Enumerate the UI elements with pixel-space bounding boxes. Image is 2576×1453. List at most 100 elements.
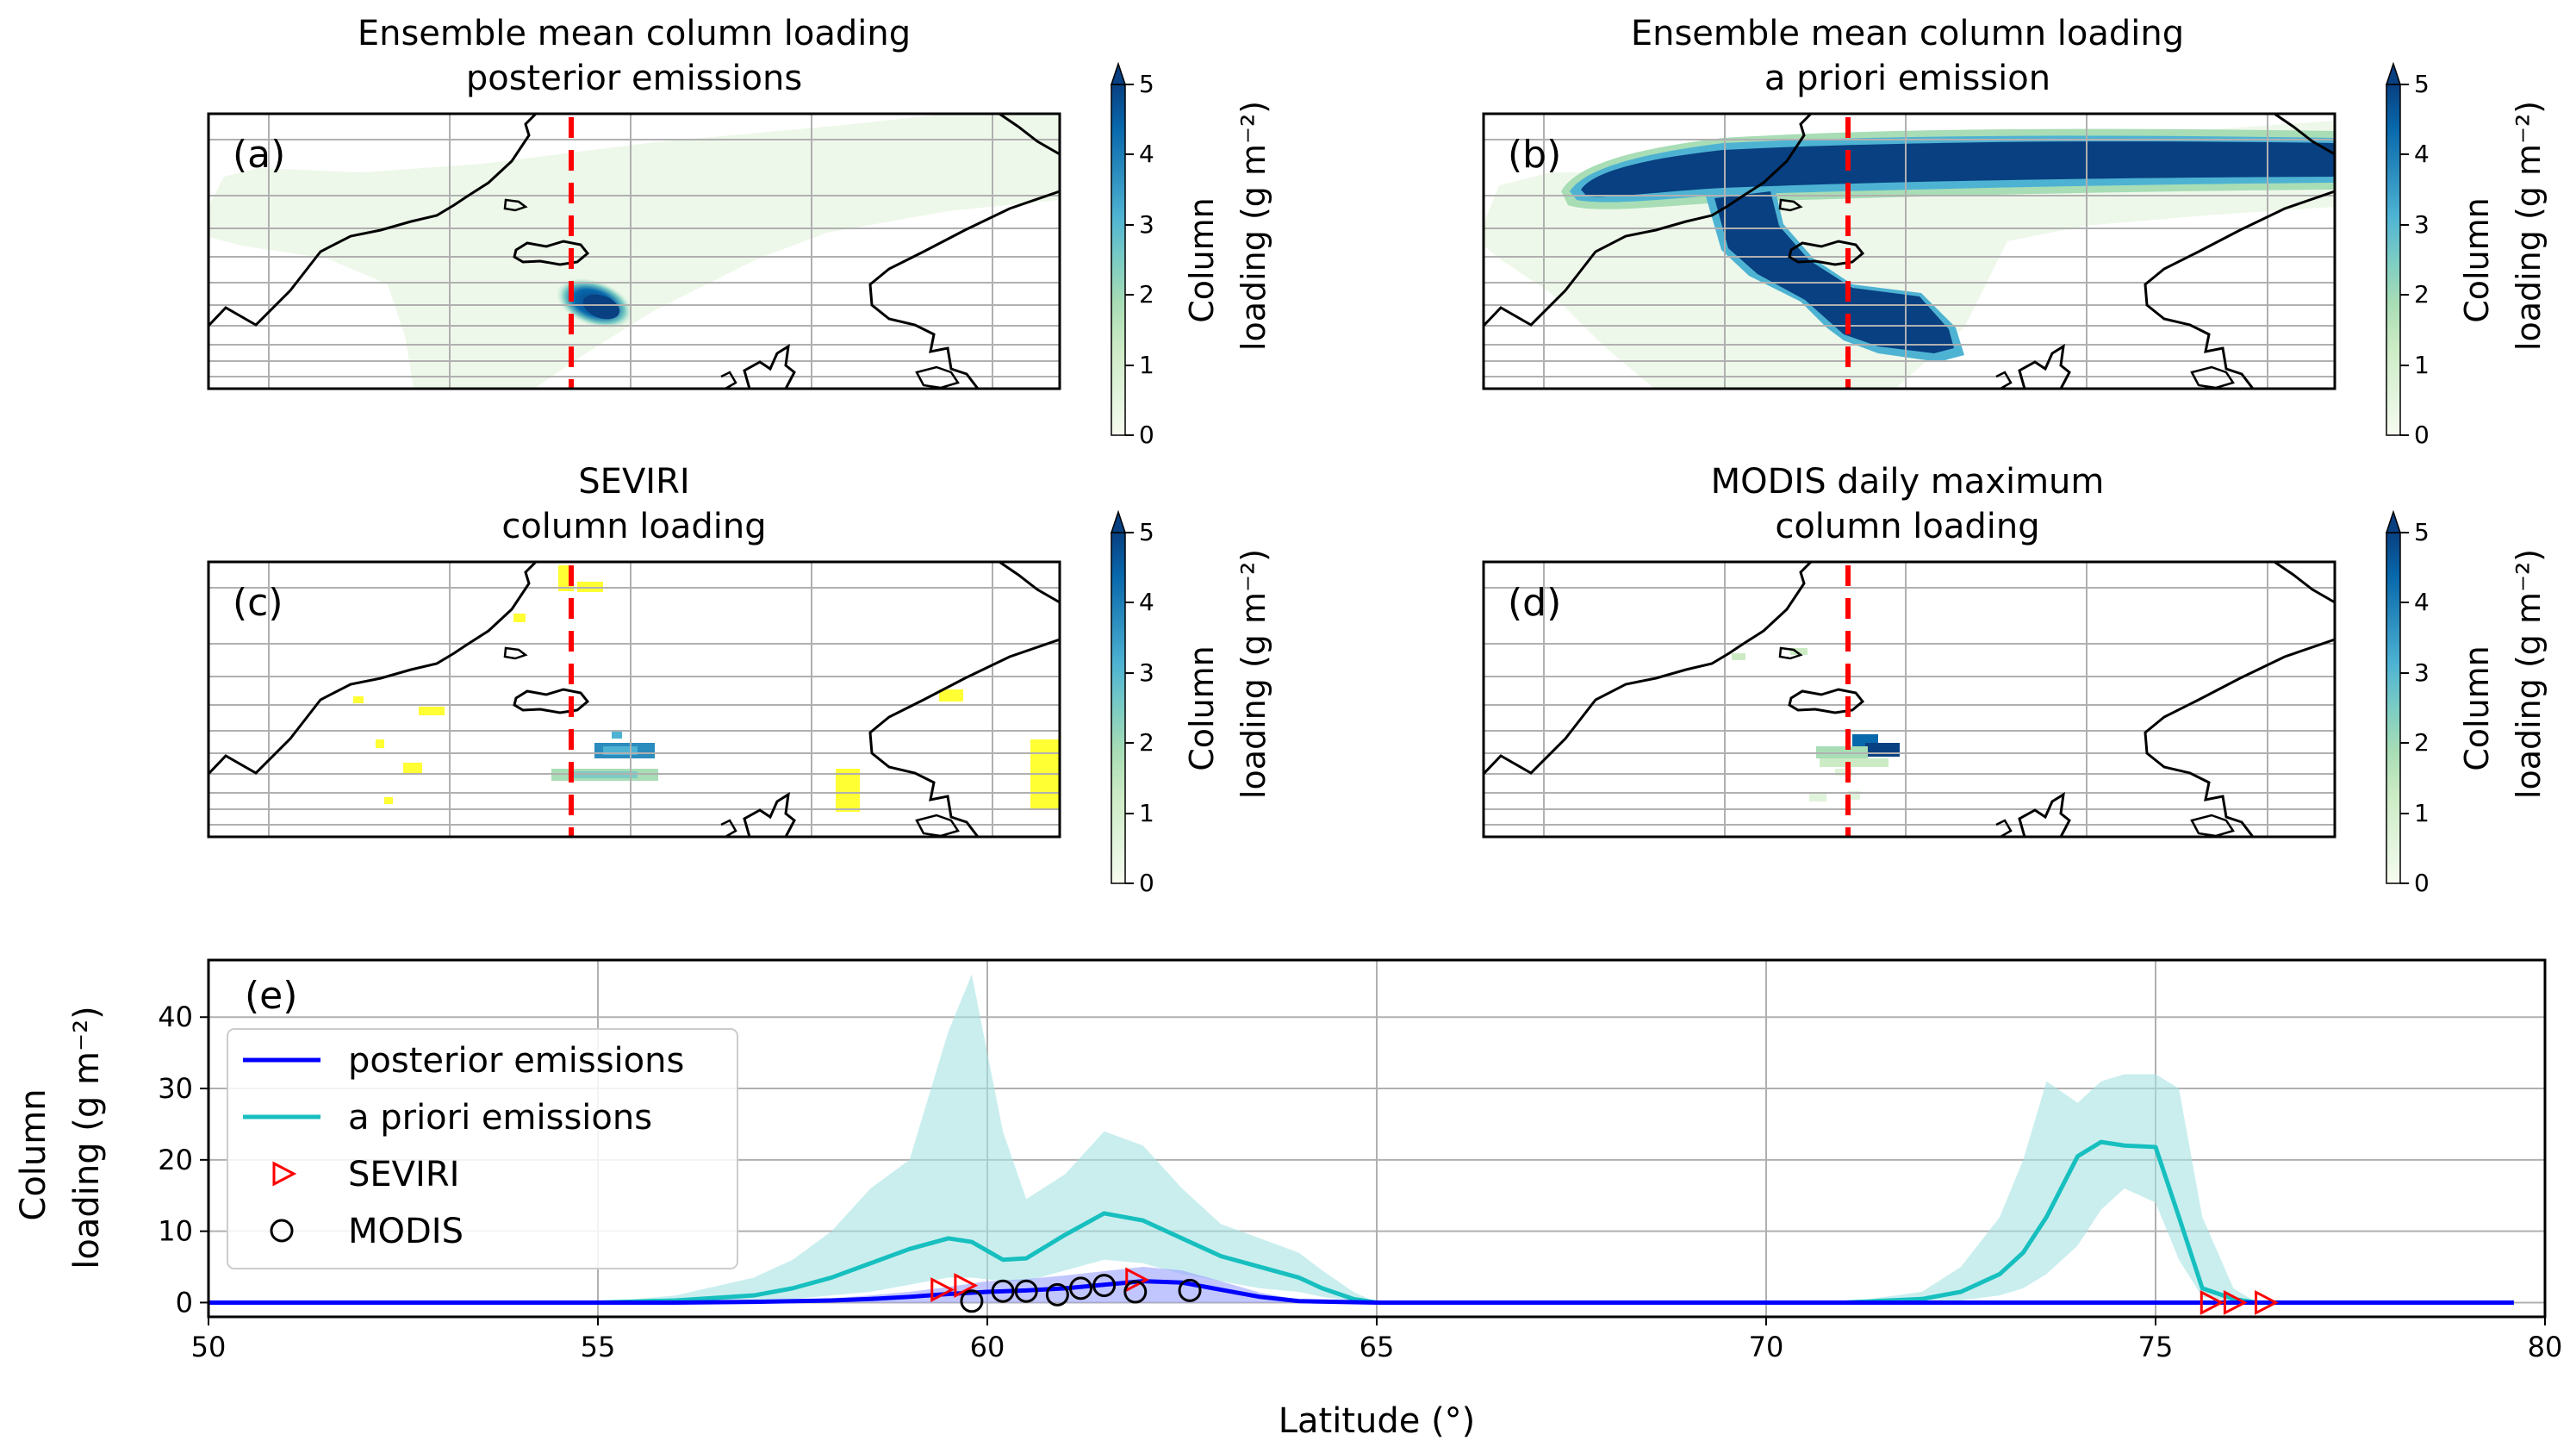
panel-d: MODIS daily maximum column loading (d) bbox=[1482, 462, 2548, 897]
panel-a-colorbar: 0 1 2 3 4 5 Column loading (g m⁻²) bbox=[1110, 61, 1272, 449]
svg-text:1: 1 bbox=[2414, 351, 2430, 379]
panel-e-bands bbox=[208, 974, 2514, 1303]
legend-label-modis: MODIS bbox=[348, 1212, 464, 1251]
panel-c-tag: (c) bbox=[233, 581, 283, 625]
seviri-marker bbox=[2255, 1289, 2279, 1315]
panel-e-tag: (e) bbox=[245, 974, 297, 1018]
panel-e-yticks: 0 10 20 30 40 bbox=[158, 1001, 208, 1319]
panel-d-tag: (d) bbox=[1508, 581, 1561, 625]
svg-text:1: 1 bbox=[1139, 799, 1154, 827]
panel-e-ylabel-line2: loading (g m⁻²) bbox=[67, 1006, 107, 1269]
svg-text:0: 0 bbox=[2414, 421, 2430, 449]
legend-box bbox=[227, 1028, 738, 1269]
x-tick-label: 75 bbox=[2138, 1331, 2174, 1363]
panel-d-title-line1: MODIS daily maximum bbox=[1711, 462, 2105, 502]
svg-text:1: 1 bbox=[1139, 351, 1154, 379]
apriori-line bbox=[208, 1139, 2514, 1305]
panel-b-cbar-label-line2: loading (g m⁻²) bbox=[2510, 101, 2548, 351]
legend-label-seviri: SEVIRI bbox=[348, 1155, 459, 1194]
panel-c-title-line1: SEVIRI bbox=[578, 462, 689, 502]
panel-a-cbar-label-line2: loading (g m⁻²) bbox=[1235, 101, 1272, 351]
panel-e-markers bbox=[930, 1267, 2279, 1315]
legend-item-modis: MODIS bbox=[270, 1212, 464, 1251]
panel-b-upper-plume bbox=[1581, 141, 2335, 197]
svg-text:5: 5 bbox=[1139, 70, 1154, 98]
legend-marker-modis bbox=[270, 1219, 294, 1243]
seviri-marker bbox=[930, 1277, 955, 1303]
panel-d-colorbar: 0 1 2 3 4 5 Column loading (g m⁻²) bbox=[2385, 509, 2548, 897]
seviri-marker bbox=[1125, 1267, 1150, 1293]
panel-c-colorbar: 0 1 2 3 4 5 Column loading (g m⁻²) bbox=[1110, 509, 1272, 897]
x-tick-label: 65 bbox=[1360, 1331, 1395, 1363]
svg-text:2: 2 bbox=[1139, 728, 1154, 757]
legend-label-posterior: posterior emissions bbox=[348, 1041, 684, 1081]
panel-b-frame bbox=[1482, 112, 2336, 390]
seviri-marker bbox=[2223, 1289, 2248, 1315]
legend-marker-seviri bbox=[272, 1161, 297, 1187]
x-tick-label: 80 bbox=[2528, 1331, 2563, 1363]
svg-text:2: 2 bbox=[2414, 728, 2430, 757]
svg-text:3: 3 bbox=[1139, 210, 1154, 239]
svg-text:4: 4 bbox=[2414, 588, 2430, 616]
panel-b-cbar-label-line1: Column bbox=[2458, 197, 2496, 323]
seviri-marker bbox=[2200, 1289, 2224, 1315]
legend-item-seviri: SEVIRI bbox=[272, 1155, 459, 1194]
legend-item-posterior: posterior emissions bbox=[243, 1041, 684, 1081]
svg-text:5: 5 bbox=[2414, 518, 2430, 546]
panel-d-cbar-label-line2: loading (g m⁻²) bbox=[2510, 549, 2548, 799]
y-tick-label: 10 bbox=[158, 1215, 193, 1248]
panel-b-colorbar: 0 1 2 3 4 5 Column loading (g m⁻²) bbox=[2385, 61, 2548, 449]
modis-marker bbox=[1092, 1274, 1117, 1298]
panel-b-tag: (b) bbox=[1508, 133, 1561, 177]
panel-d-cbar-ticks: 0 1 2 3 4 5 bbox=[2400, 518, 2430, 897]
modis-marker bbox=[991, 1279, 1015, 1303]
apriori-band bbox=[208, 974, 2514, 1303]
posterior-line bbox=[208, 1279, 2514, 1305]
x-tick-label: 55 bbox=[581, 1331, 616, 1363]
modis-marker bbox=[1178, 1278, 1202, 1302]
svg-text:4: 4 bbox=[1139, 140, 1154, 168]
svg-text:2: 2 bbox=[1139, 280, 1154, 309]
panel-e-xlabel: Latitude (°) bbox=[1279, 1401, 1476, 1441]
svg-text:3: 3 bbox=[2414, 210, 2430, 239]
legend-item-apriori: a priori emissions bbox=[243, 1098, 652, 1138]
panel-a-cbar-label-line1: Column bbox=[1183, 197, 1221, 323]
panel-c: SEVIRI column loading bbox=[207, 462, 1272, 897]
svg-text:0: 0 bbox=[1139, 869, 1154, 897]
panel-e: 50 55 60 65 70 75 80 0 10 20 30 40 (e) Latitude (°… bbox=[14, 958, 2563, 1441]
panel-e-legend: posterior emissions a priori emissions S… bbox=[227, 1028, 738, 1269]
panel-e-ylabel-line1: Column bbox=[14, 1088, 53, 1220]
panel-a-title-line1: Ensemble mean column loading bbox=[358, 14, 911, 53]
seviri-marker bbox=[954, 1273, 979, 1299]
svg-text:0: 0 bbox=[1139, 421, 1154, 449]
panel-a-faint-plume bbox=[208, 114, 1060, 389]
panel-b-lower-plume bbox=[1714, 191, 1954, 353]
panel-a-title-line2: posterior emissions bbox=[466, 59, 802, 98]
panel-e-xticks: 50 55 60 65 70 75 80 bbox=[191, 1317, 2563, 1363]
panel-c-cbar-label-line1: Column bbox=[1183, 645, 1221, 771]
panel-c-cbar-ticks: 0 1 2 3 4 5 bbox=[1125, 518, 1154, 897]
panel-c-cbar-label-line2: loading (g m⁻²) bbox=[1235, 549, 1272, 799]
panel-d-frame bbox=[1482, 560, 2336, 839]
panel-a: Ensemble mean column loading posterior e… bbox=[207, 14, 1272, 449]
y-tick-label: 0 bbox=[176, 1286, 193, 1319]
svg-text:3: 3 bbox=[1139, 658, 1154, 687]
panel-b-title-line2: a priori emission bbox=[1764, 59, 2050, 98]
modis-marker bbox=[1123, 1280, 1148, 1304]
panel-b: Ensemble mean column loading a priori em… bbox=[1482, 14, 2548, 449]
svg-text:4: 4 bbox=[1139, 588, 1154, 616]
x-tick-label: 50 bbox=[191, 1331, 227, 1363]
panel-a-tag: (a) bbox=[233, 133, 285, 177]
svg-text:3: 3 bbox=[2414, 658, 2430, 687]
svg-text:0: 0 bbox=[2414, 869, 2430, 897]
svg-text:2: 2 bbox=[2414, 280, 2430, 309]
panel-a-frame bbox=[207, 112, 1061, 390]
y-tick-label: 30 bbox=[158, 1072, 193, 1105]
svg-text:5: 5 bbox=[1139, 518, 1154, 546]
x-tick-label: 70 bbox=[1749, 1331, 1784, 1363]
panel-c-frame bbox=[207, 560, 1061, 839]
modis-marker bbox=[960, 1289, 984, 1313]
panel-b-title-line1: Ensemble mean column loading bbox=[1631, 14, 2184, 53]
panel-d-cbar-label-line1: Column bbox=[2458, 645, 2496, 771]
